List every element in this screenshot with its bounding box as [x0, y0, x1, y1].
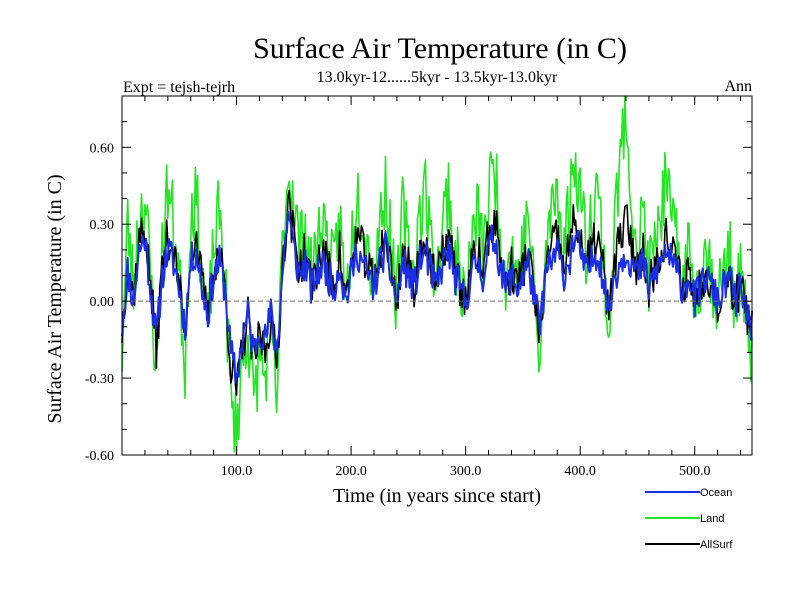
y-tick-label: 0.00 [90, 295, 115, 310]
legend-label-allsurf: AllSurf [700, 539, 733, 551]
x-tick-label: 200.0 [335, 464, 367, 479]
y-tick-label: 0.60 [90, 141, 115, 156]
series-line-ocean [121, 210, 753, 384]
y-tick-label: -0.60 [85, 449, 114, 464]
x-axis-ticks: 100.0 200.0 300.0 400.0 500.0 [144, 96, 742, 479]
legend: Ocean Land AllSurf [645, 487, 733, 551]
season-label: Ann [724, 78, 752, 95]
experiment-label: Expt = tejsh-tejrh [123, 79, 235, 96]
legend-label-ocean: Ocean [700, 487, 732, 499]
series-layer [121, 95, 753, 456]
y-axis-label: Surface Air Temperature (in C) [44, 174, 66, 423]
plot-area: 100.0 200.0 300.0 400.0 500.0 -0.60 -0.30 0.00… [85, 95, 753, 479]
x-tick-label: 100.0 [221, 464, 253, 479]
x-axis-label: Time (in years since start) [333, 485, 541, 507]
x-tick-label: 500.0 [679, 464, 711, 479]
x-tick-label: 400.0 [564, 464, 596, 479]
legend-label-land: Land [700, 513, 724, 525]
y-tick-label: 0.30 [90, 218, 115, 233]
x-tick-label: 300.0 [450, 464, 482, 479]
chart-subtitle: 13.0kyr-12......5kyr - 13.5kyr-13.0kyr [317, 69, 558, 86]
y-axis-ticks: -0.60 -0.30 0.00 0.30 0.60 [85, 95, 752, 464]
chart-title: Surface Air Temperature (in C) [253, 32, 627, 65]
y-tick-label: -0.30 [85, 372, 114, 387]
